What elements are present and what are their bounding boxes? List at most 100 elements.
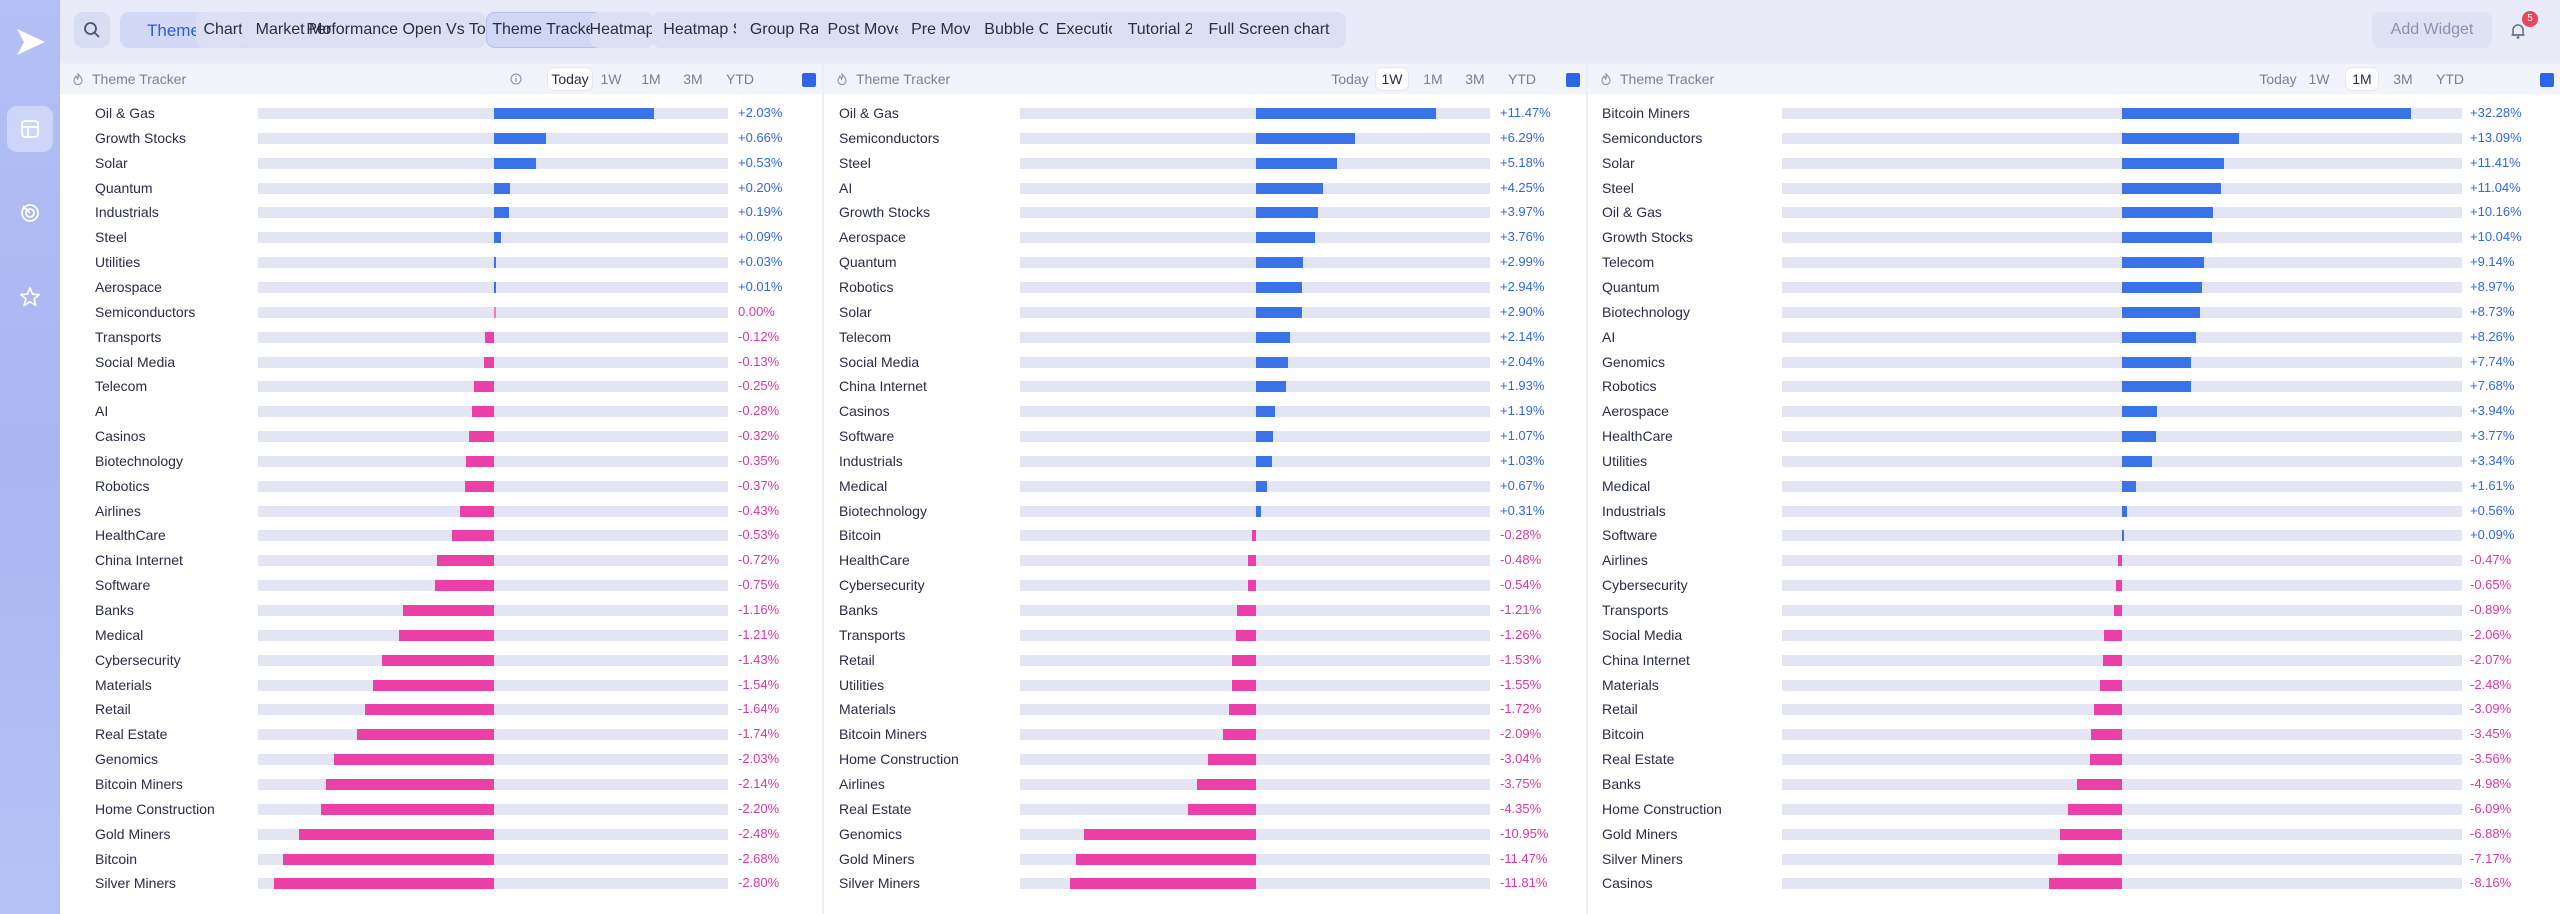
theme-name[interactable]: China Internet — [1602, 651, 1690, 668]
theme-name[interactable]: Airlines — [1602, 552, 1648, 569]
theme-name[interactable]: Bitcoin — [1602, 726, 1645, 743]
theme-name[interactable]: China Internet — [95, 552, 183, 569]
color-settings-button[interactable] — [2540, 73, 2554, 87]
theme-name[interactable]: Airlines — [839, 775, 885, 792]
tab-chart[interactable]: Chart — [196, 12, 250, 48]
timeframe-1w[interactable]: 1W — [1376, 68, 1408, 90]
theme-name[interactable]: Silver Miners — [839, 875, 920, 892]
theme-name[interactable]: Banks — [1602, 775, 1641, 792]
timeframe-today[interactable]: Today — [2259, 71, 2297, 87]
theme-name[interactable]: Growth Stocks — [1602, 229, 1694, 246]
theme-name[interactable]: Solar — [95, 154, 128, 171]
radar-nav-icon[interactable] — [7, 190, 53, 236]
theme-name[interactable]: Genomics — [839, 825, 903, 842]
theme-name[interactable]: Silver Miners — [95, 875, 176, 892]
theme-name[interactable]: Quantum — [95, 179, 153, 196]
theme-name[interactable]: Bitcoin Miners — [839, 726, 927, 743]
timeframe-today[interactable]: Today — [1331, 71, 1369, 87]
theme-name[interactable]: Oil & Gas — [1602, 204, 1662, 221]
theme-name[interactable]: Solar — [1602, 154, 1635, 171]
theme-name[interactable]: Semiconductors — [95, 303, 196, 320]
notifications-button[interactable]: 5 — [2504, 11, 2538, 46]
theme-name[interactable]: Solar — [839, 303, 872, 320]
theme-name[interactable]: Medical — [95, 626, 144, 643]
theme-name[interactable]: Quantum — [839, 254, 897, 271]
theme-name[interactable]: Home Construction — [839, 751, 959, 768]
theme-name[interactable]: Casinos — [839, 403, 890, 420]
theme-name[interactable]: Utilities — [1602, 452, 1648, 469]
timeframe-3m[interactable]: 3M — [2393, 71, 2413, 87]
theme-name[interactable]: Transports — [1602, 602, 1669, 618]
theme-name[interactable]: Casinos — [1602, 875, 1653, 892]
theme-name[interactable]: Genomics — [1602, 353, 1666, 370]
theme-name[interactable]: Semiconductors — [1602, 129, 1703, 146]
theme-name[interactable]: Steel — [1602, 179, 1634, 196]
tab-performance-open-vs-today[interactable]: Performance Open Vs Today — [306, 12, 512, 48]
favorites-nav-icon[interactable] — [7, 274, 53, 320]
app-logo-icon[interactable] — [17, 29, 45, 55]
theme-name[interactable]: Cybersecurity — [1602, 577, 1688, 594]
tab-heatmap[interactable]: Heatmap — [590, 12, 654, 48]
theme-name[interactable]: Semiconductors — [839, 129, 940, 146]
theme-name[interactable]: Banks — [839, 602, 878, 618]
color-settings-button[interactable] — [1566, 73, 1580, 87]
theme-name[interactable]: Real Estate — [839, 800, 912, 817]
theme-name[interactable]: Medical — [839, 477, 888, 494]
timeframe-1m[interactable]: 1M — [2346, 68, 2378, 90]
theme-name[interactable]: Social Media — [1602, 626, 1683, 643]
theme-name[interactable]: Industrials — [839, 452, 903, 469]
theme-name[interactable]: Quantum — [1602, 278, 1660, 295]
color-settings-button[interactable] — [802, 73, 816, 87]
theme-name[interactable]: Robotics — [95, 477, 150, 494]
timeframe-ytd[interactable]: YTD — [1508, 71, 1536, 87]
theme-name[interactable]: Silver Miners — [1602, 850, 1683, 867]
theme-name[interactable]: HealthCare — [95, 527, 166, 544]
dashboard-nav-icon[interactable] — [7, 106, 53, 152]
theme-name[interactable]: Retail — [839, 651, 875, 668]
theme-name[interactable]: Telecom — [839, 328, 892, 345]
theme-name[interactable]: HealthCare — [1602, 428, 1673, 445]
timeframe-1w[interactable]: 1W — [600, 71, 622, 87]
theme-name[interactable]: Retail — [95, 701, 131, 718]
timeframe-1m[interactable]: 1M — [641, 71, 661, 87]
timeframe-today[interactable]: Today — [548, 68, 592, 90]
timeframe-1w[interactable]: 1W — [2308, 71, 2330, 87]
theme-name[interactable]: Software — [95, 577, 151, 594]
theme-name[interactable]: Robotics — [839, 278, 894, 295]
theme-name[interactable]: Bitcoin Miners — [95, 775, 183, 792]
theme-name[interactable]: Biotechnology — [839, 502, 927, 519]
theme-name[interactable]: Oil & Gas — [839, 105, 899, 121]
theme-name[interactable]: AI — [839, 179, 853, 196]
add-widget-button[interactable]: Add Widget — [2372, 12, 2492, 48]
theme-name[interactable]: Steel — [95, 229, 127, 246]
theme-name[interactable]: China Internet — [839, 378, 927, 395]
info-icon[interactable] — [510, 73, 522, 85]
theme-name[interactable]: AI — [95, 403, 109, 420]
theme-name[interactable]: Gold Miners — [95, 825, 171, 842]
timeframe-1m[interactable]: 1M — [1423, 71, 1443, 87]
theme-name[interactable]: Gold Miners — [839, 850, 915, 867]
theme-name[interactable]: Industrials — [1602, 502, 1666, 519]
theme-name[interactable]: Gold Miners — [1602, 825, 1678, 842]
theme-name[interactable]: Robotics — [1602, 378, 1657, 395]
theme-name[interactable]: Social Media — [839, 353, 920, 370]
theme-name[interactable]: Software — [1602, 527, 1658, 544]
theme-name[interactable]: Telecom — [1602, 254, 1655, 271]
theme-name[interactable]: Utilities — [95, 254, 141, 271]
theme-name[interactable]: AI — [1602, 328, 1616, 345]
theme-name[interactable]: Utilities — [839, 676, 885, 693]
theme-name[interactable]: HealthCare — [839, 552, 910, 569]
theme-name[interactable]: Home Construction — [1602, 800, 1722, 817]
theme-name[interactable]: Retail — [1602, 701, 1638, 718]
theme-name[interactable]: Casinos — [95, 428, 146, 445]
theme-name[interactable]: Genomics — [95, 751, 159, 768]
theme-name[interactable]: Oil & Gas — [95, 105, 155, 121]
theme-name[interactable]: Bitcoin — [839, 527, 882, 544]
theme-name[interactable]: Cybersecurity — [839, 577, 925, 594]
theme-name[interactable]: Growth Stocks — [839, 204, 931, 221]
theme-name[interactable]: Transports — [839, 626, 906, 643]
timeframe-3m[interactable]: 3M — [683, 71, 703, 87]
theme-name[interactable]: Materials — [839, 701, 896, 718]
theme-name[interactable]: Industrials — [95, 204, 159, 221]
theme-name[interactable]: Bitcoin Miners — [1602, 105, 1690, 121]
